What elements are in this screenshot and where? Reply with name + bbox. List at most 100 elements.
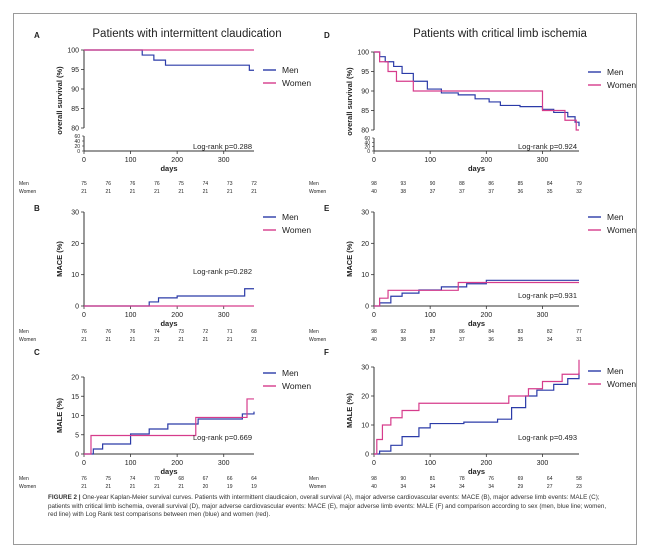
panel-d-risk-men-value: 86 — [488, 181, 494, 187]
panel-f-risk-men-value: 78 — [459, 476, 465, 482]
panel-a-risk-men-value: 76 — [154, 181, 160, 187]
panel-d-ytick-label: 80 — [361, 128, 369, 135]
panel-a-risk-men-label: Men — [19, 181, 29, 187]
panel-d-ytick-label: 85 — [361, 108, 369, 115]
panel-c-risk-women-value: 21 — [106, 484, 112, 490]
panel-d-series-women — [374, 51, 579, 131]
panel-c-risk-women-value: 21 — [154, 484, 160, 490]
figure-caption: FIGURE 2 | One-year Kaplan-Meier surviva… — [48, 494, 608, 520]
panel-f-xtick-label: 0 — [372, 460, 376, 467]
panel-a-xtick-label: 100 — [125, 157, 137, 164]
panel-a-ytick-label: 95 — [71, 67, 79, 74]
panel-d-xtick-label: 0 — [372, 157, 376, 164]
panel-e-risk-men-value: 92 — [401, 329, 407, 335]
panel-e-series-women — [374, 281, 579, 307]
panel-d-y-label: overall survival (%) — [345, 67, 354, 136]
panel-e-xtick-label: 100 — [424, 312, 436, 319]
panel-c-risk-women-value: 19 — [227, 484, 233, 490]
panel-d-logrank: Log-rank p=0.924 — [518, 142, 577, 151]
panel-e-risk-women-value: 31 — [576, 337, 582, 343]
panel-f-risk-men-value: 98 — [371, 476, 377, 482]
panel-b-risk-women-value: 21 — [178, 337, 184, 343]
panel-a-risk-men-value: 73 — [227, 181, 233, 187]
panel-f-letter: F — [324, 348, 329, 357]
panel-b-xtick-label: 100 — [125, 312, 137, 319]
panel-b-risk-men-value: 68 — [251, 329, 257, 335]
panel-d-risk-men-value: 85 — [518, 181, 524, 187]
panel-c-risk-men-value: 67 — [203, 476, 209, 482]
panel-d-series-men — [374, 51, 580, 127]
panel-f-risk-women-value: 34 — [401, 484, 407, 490]
panel-e-risk-men-value: 83 — [518, 329, 524, 335]
panel-d-ytick-label: 100 — [357, 50, 369, 57]
panel-a-letter: A — [34, 31, 40, 40]
panel-a-risk-women-value: 21 — [106, 189, 112, 195]
panel-d-x-label: days — [468, 164, 485, 173]
panel-c-ytick-label: 15 — [71, 394, 79, 401]
panel-e-ytick-label: 0 — [365, 304, 369, 311]
panel-f-series-women — [374, 359, 580, 455]
panel-a-risk-men-value: 75 — [81, 181, 87, 187]
panel-a-risk-women-value: 21 — [130, 189, 136, 195]
panel-d-risk-women-value: 38 — [401, 189, 407, 195]
panel-f-y-label: MALE (%) — [345, 393, 354, 428]
panel-c-logrank: Log-rank p=0.669 — [193, 433, 252, 442]
panel-d-risk-women-label: Women — [309, 189, 326, 195]
panel-e-risk-men-value: 86 — [459, 329, 465, 335]
panel-d-ytick-label: 20 — [364, 145, 370, 151]
panel-a-risk-women-value: 21 — [227, 189, 233, 195]
panel-a-risk-men-value: 76 — [130, 181, 136, 187]
panel-a-ytick-label: 40 — [74, 139, 80, 145]
panel-a-risk-men-value: 72 — [251, 181, 257, 187]
panel-e-letter: E — [324, 204, 330, 213]
panel-b-ytick-label: 10 — [71, 272, 79, 279]
panel-d-xtick-label: 100 — [424, 157, 436, 164]
panel-e-risk-women-value: 37 — [459, 337, 465, 343]
panel-d-risk-men-value: 84 — [547, 181, 553, 187]
panel-d-risk-women-value: 40 — [371, 189, 377, 195]
figure-frame — [13, 13, 637, 545]
panel-f-risk-women-value: 34 — [459, 484, 465, 490]
panel-b-risk-women-value: 21 — [154, 337, 160, 343]
panel-c-risk-men-value: 64 — [251, 476, 257, 482]
panel-d-risk-men-label: Men — [309, 181, 319, 187]
panel-c-risk-men-value: 66 — [227, 476, 233, 482]
column-title-cli: Patients with critical limb ischemia — [413, 28, 587, 40]
panel-b-risk-men-value: 76 — [106, 329, 112, 335]
panel-b-legend-women: Women — [282, 225, 311, 235]
panel-a-xtick-label: 300 — [218, 157, 230, 164]
panel-f-risk-women-value: 29 — [518, 484, 524, 490]
panel-b-risk-women-value: 21 — [130, 337, 136, 343]
panel-e-logrank: Log-rank p=0.931 — [518, 291, 577, 300]
panel-d-ytick-label: 60 — [364, 136, 370, 142]
panel-d-letter: D — [324, 31, 330, 40]
panel-a-ytick-label: 20 — [74, 144, 80, 150]
panel-a-ytick-label: 100 — [67, 48, 79, 55]
panel-b-risk-men-value: 71 — [227, 329, 233, 335]
panel-b-series-men — [84, 288, 254, 307]
panel-a-ytick-label: 0 — [77, 149, 80, 155]
panel-a-xtick-label: 0 — [82, 157, 86, 164]
panel-e-risk-men-value: 89 — [430, 329, 436, 335]
panel-c-y-label: MALE (%) — [55, 398, 64, 433]
caption-label: FIGURE 2 | — [48, 494, 81, 501]
panel-c-xtick-label: 200 — [171, 460, 183, 467]
panel-a-series-men — [84, 49, 254, 71]
panel-d-legend-women: Women — [607, 80, 636, 90]
panel-d-ytick-label: 0 — [367, 149, 370, 155]
panel-b-xtick-label: 0 — [82, 312, 86, 319]
panel-a-ytick-label: 85 — [71, 106, 79, 113]
panel-c-ytick-label: 10 — [71, 413, 79, 420]
panel-a-risk-men-value: 74 — [203, 181, 209, 187]
panel-b-risk-women-value: 21 — [203, 337, 209, 343]
panel-d-risk-women-value: 37 — [488, 189, 494, 195]
column-title-claudication: Patients with intermittent claudication — [92, 28, 281, 40]
panel-b-ytick-label: 20 — [71, 241, 79, 248]
panel-e-series-men — [374, 279, 579, 307]
panel-d-risk-men-value: 98 — [371, 181, 377, 187]
panel-a-x-label: days — [160, 164, 177, 173]
panel-e-y-label: MACE (%) — [345, 241, 354, 277]
panel-f-series-men — [374, 372, 580, 455]
panel-f-xtick-label: 300 — [537, 460, 549, 467]
